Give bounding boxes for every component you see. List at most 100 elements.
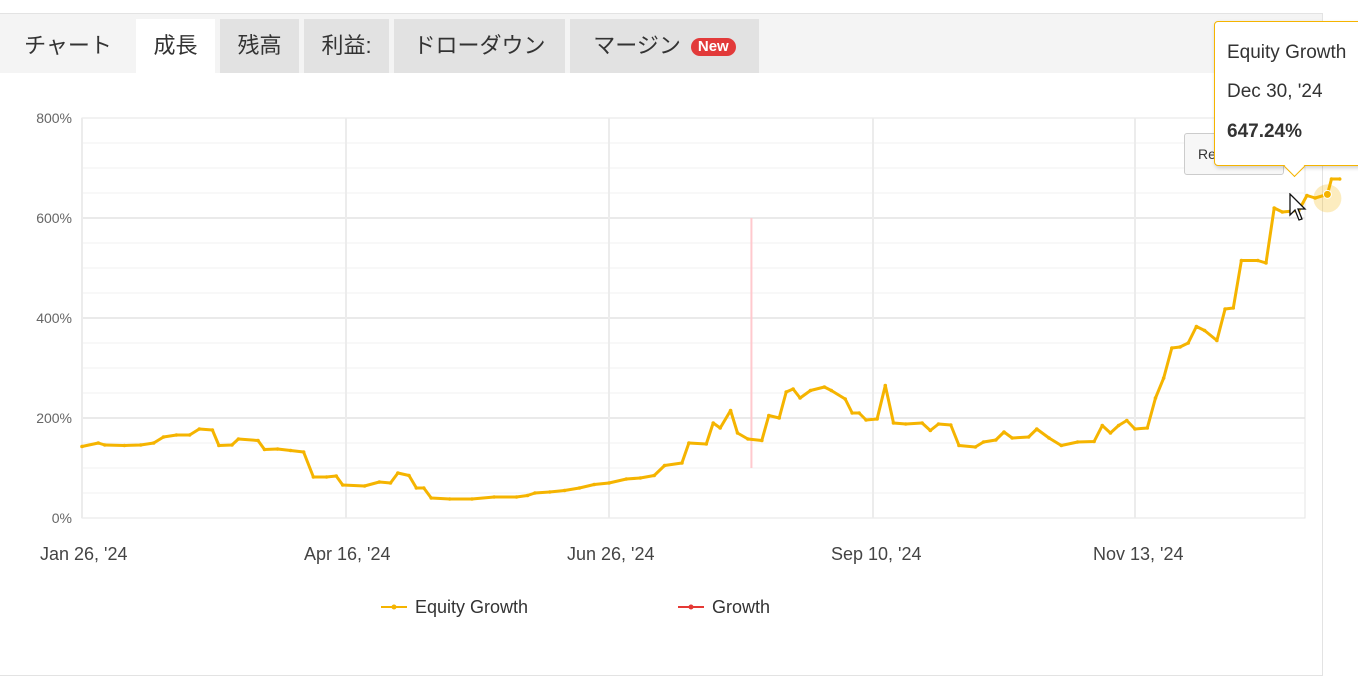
equity-growth-point [711, 421, 716, 425]
x-tick-label: Sep 10, '24 [831, 544, 922, 564]
legend-label: Growth [712, 597, 770, 617]
equity-growth-point [850, 411, 854, 415]
tab-profit[interactable]: 利益: [304, 19, 389, 73]
equity-growth-point [829, 388, 834, 393]
equity-growth-point [808, 388, 813, 393]
equity-growth-point [864, 418, 868, 422]
y-axis-labels: 0% 200% 400% 600% 800% [36, 110, 72, 526]
equity-growth-point [1178, 345, 1182, 349]
equity-growth-point [174, 433, 179, 437]
equity-growth-point [547, 490, 552, 494]
equity-growth-point [377, 480, 382, 484]
equity-growth-point [936, 422, 941, 426]
y-tick-label: 0% [52, 510, 72, 526]
equity-growth-point [562, 488, 567, 493]
equity-growth-point [1125, 418, 1129, 423]
equity-growth-point [197, 427, 202, 431]
equity-growth-point [638, 476, 643, 480]
equity-growth-point [217, 443, 221, 448]
tab-growth[interactable]: 成長 [136, 19, 215, 73]
equity-growth-point [680, 461, 684, 465]
tab-chart[interactable]: チャート [0, 19, 136, 73]
tab-balance[interactable]: 残高 [220, 19, 299, 73]
equity-growth-point [607, 481, 611, 485]
tab-drawdown-label: ドローダウン [413, 33, 546, 58]
equity-growth-point [784, 390, 788, 394]
equity-growth-point [275, 447, 280, 451]
equity-growth-point [301, 450, 306, 454]
equity-growth-point [236, 437, 241, 441]
equity-growth-point [1202, 328, 1207, 333]
equity-growth-point [728, 408, 733, 413]
equity-growth-point [662, 463, 667, 468]
equity-growth-point [1215, 338, 1219, 343]
y-tick-label: 400% [36, 310, 72, 326]
equity-growth-point [1059, 443, 1064, 448]
equity-growth-point [230, 443, 234, 447]
equity-growth-point [994, 438, 998, 442]
equity-growth-point [1026, 435, 1031, 439]
equity-growth-point [592, 482, 596, 487]
equity-growth-point [407, 473, 411, 478]
equity-growth-point [760, 438, 764, 443]
x-tick-label: Jan 26, '24 [40, 544, 128, 564]
equity-growth-point [1337, 177, 1342, 181]
tab-balance-label: 残高 [237, 33, 282, 58]
equity-growth-point [1194, 324, 1199, 329]
equity-growth-point [151, 441, 156, 445]
tab-margin[interactable]: マージン New [570, 19, 759, 73]
equity-growth-point [429, 496, 433, 500]
equity-growth-point [414, 486, 419, 490]
y-tick-label: 200% [36, 410, 72, 426]
equity-growth-point [311, 475, 316, 479]
equity-growth-point [928, 428, 933, 433]
equity-growth-point [735, 431, 740, 435]
tooltip-date: Dec 30, '24 [1227, 81, 1323, 102]
equity-growth-point [447, 497, 452, 501]
equity-growth-point [210, 428, 215, 432]
equity-growth-point [777, 416, 782, 420]
equity-growth-point [1329, 177, 1334, 181]
equity-growth-point [1305, 193, 1309, 198]
hover-point [1322, 189, 1332, 199]
equity-growth-point [514, 495, 519, 499]
series-equity-growth [80, 177, 1342, 501]
equity-growth-point [122, 443, 127, 448]
equity-growth-point [421, 486, 426, 490]
x-tick-label: Nov 13, '24 [1093, 544, 1184, 564]
equity-growth-point [798, 396, 802, 400]
new-badge: New [690, 38, 736, 56]
equity-growth-point [256, 438, 260, 443]
equity-growth-point [857, 411, 861, 415]
equity-growth-point [1231, 306, 1236, 310]
equity-growth-point [470, 497, 474, 501]
tab-growth-label: 成長 [153, 33, 198, 58]
equity-growth-point [161, 435, 166, 439]
equity-growth-point [1133, 427, 1137, 431]
chart-legend: Equity Growth Growth [381, 597, 770, 617]
equity-growth-point [1161, 376, 1166, 380]
equity-growth-point [903, 422, 908, 426]
equity-growth-point [533, 491, 537, 495]
tab-drawdown[interactable]: ドローダウン [394, 19, 565, 73]
x-axis-labels: Jan 26, '24 Apr 16, '24 Jun 26, '24 Sep 10,… [40, 544, 1184, 564]
equity-growth-point [883, 383, 888, 388]
tooltip-value: 647.24% [1227, 121, 1303, 142]
equity-growth-point [138, 443, 143, 447]
equity-growth-point [340, 483, 345, 487]
equity-growth-point [1092, 439, 1096, 444]
equity-growth-point [624, 477, 629, 481]
equity-growth-point [1010, 436, 1014, 440]
equity-growth-point [577, 486, 582, 490]
equity-growth-point [1256, 258, 1260, 263]
tooltip-series-name: Equity Growth [1227, 42, 1347, 63]
x-tick-label: Jun 26, '24 [567, 544, 655, 564]
equity-growth-point [891, 421, 896, 425]
equity-growth-point [324, 475, 329, 479]
equity-growth-point [687, 441, 691, 445]
equity-growth-point [652, 473, 656, 478]
equity-growth-point [957, 443, 961, 448]
legend-marker [688, 604, 694, 610]
chart-tooltip: Equity Growth Dec 30, '24 647.24% [1214, 21, 1358, 178]
